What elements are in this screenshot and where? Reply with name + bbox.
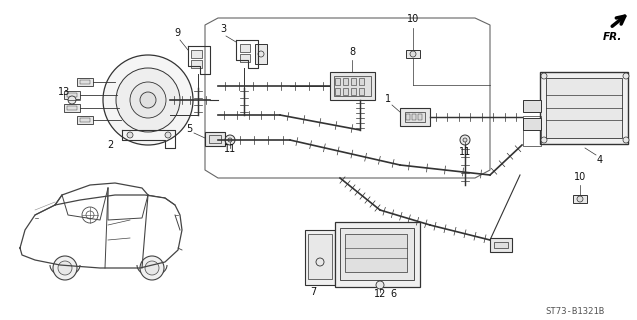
Bar bbox=[406, 114, 410, 120]
Bar bbox=[209, 135, 221, 143]
Bar bbox=[405, 112, 425, 122]
Text: 9: 9 bbox=[174, 28, 180, 38]
Bar bbox=[255, 44, 267, 64]
Bar bbox=[335, 222, 420, 287]
Text: 2: 2 bbox=[107, 140, 113, 150]
Circle shape bbox=[68, 96, 76, 104]
Text: 10: 10 bbox=[407, 14, 419, 24]
Bar bbox=[240, 54, 250, 62]
Circle shape bbox=[410, 51, 416, 57]
Circle shape bbox=[127, 132, 133, 138]
Bar bbox=[335, 78, 340, 85]
Circle shape bbox=[228, 138, 232, 142]
Circle shape bbox=[460, 135, 470, 145]
Text: 5: 5 bbox=[186, 124, 192, 134]
Bar bbox=[67, 106, 77, 110]
Text: 13: 13 bbox=[58, 87, 70, 97]
Circle shape bbox=[53, 256, 77, 280]
Circle shape bbox=[541, 137, 547, 143]
Circle shape bbox=[58, 261, 72, 275]
Bar bbox=[494, 242, 508, 248]
Bar bbox=[351, 78, 356, 85]
Bar bbox=[205, 132, 225, 146]
Circle shape bbox=[165, 132, 171, 138]
Bar bbox=[80, 118, 90, 122]
Bar bbox=[191, 60, 202, 68]
Bar bbox=[343, 78, 348, 85]
Circle shape bbox=[130, 82, 166, 118]
Circle shape bbox=[541, 73, 547, 79]
Bar bbox=[191, 50, 202, 58]
Bar bbox=[418, 114, 422, 120]
Text: 11: 11 bbox=[459, 147, 471, 157]
Text: 12: 12 bbox=[374, 289, 386, 299]
Circle shape bbox=[577, 196, 583, 202]
Text: FR.: FR. bbox=[603, 32, 622, 42]
Text: 11: 11 bbox=[224, 144, 236, 154]
Circle shape bbox=[463, 138, 467, 142]
Bar bbox=[340, 228, 414, 280]
Bar bbox=[400, 108, 430, 126]
Bar bbox=[573, 195, 587, 203]
Text: 1: 1 bbox=[385, 94, 391, 104]
Bar bbox=[80, 80, 90, 84]
Circle shape bbox=[376, 281, 384, 289]
Bar bbox=[523, 118, 541, 130]
Circle shape bbox=[103, 55, 193, 145]
Bar bbox=[64, 91, 80, 99]
Bar bbox=[490, 238, 512, 252]
Circle shape bbox=[140, 92, 156, 108]
Circle shape bbox=[140, 256, 164, 280]
Bar bbox=[359, 78, 364, 85]
Bar bbox=[240, 44, 250, 52]
Bar bbox=[334, 76, 371, 96]
Bar bbox=[523, 100, 541, 112]
Text: 3: 3 bbox=[220, 24, 226, 34]
Bar bbox=[308, 234, 332, 279]
Text: 4: 4 bbox=[597, 155, 603, 165]
Bar bbox=[359, 88, 364, 95]
Bar bbox=[345, 234, 407, 272]
Circle shape bbox=[623, 137, 629, 143]
Text: 10: 10 bbox=[574, 172, 586, 182]
Bar bbox=[335, 88, 340, 95]
Text: 8: 8 bbox=[349, 47, 355, 57]
Text: 6: 6 bbox=[390, 289, 396, 299]
Bar bbox=[412, 114, 416, 120]
Bar bbox=[540, 72, 628, 144]
Bar bbox=[406, 50, 420, 58]
Bar bbox=[77, 78, 93, 86]
Text: 7: 7 bbox=[310, 287, 316, 297]
Bar bbox=[330, 72, 375, 100]
Bar bbox=[305, 230, 335, 285]
Bar bbox=[77, 116, 93, 124]
Bar bbox=[546, 78, 622, 138]
Text: ST73-B1321B: ST73-B1321B bbox=[545, 308, 605, 316]
Circle shape bbox=[145, 261, 159, 275]
Circle shape bbox=[623, 73, 629, 79]
Bar bbox=[67, 93, 77, 97]
Circle shape bbox=[116, 68, 180, 132]
Circle shape bbox=[225, 135, 235, 145]
Bar bbox=[64, 104, 80, 112]
Bar bbox=[351, 88, 356, 95]
Bar bbox=[523, 116, 541, 146]
Bar bbox=[343, 88, 348, 95]
